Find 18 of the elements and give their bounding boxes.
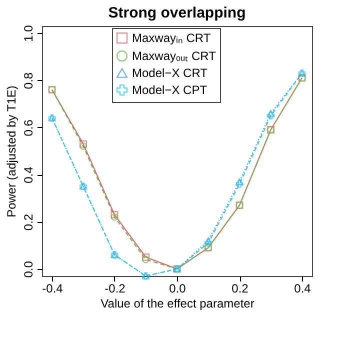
y-tick-label: 0.0: [22, 260, 36, 278]
legend-label: Maxwayᵢₙ CRT: [132, 31, 212, 45]
y-tick-label: 0.2: [22, 214, 36, 231]
x-tick-label: 0.4: [294, 282, 312, 296]
x-tick-label: 0.2: [232, 282, 249, 296]
legend-label: Model−X CRT: [132, 66, 208, 80]
x-tick-label: -0.2: [104, 282, 126, 296]
y-tick-label: 1.0: [22, 24, 36, 42]
x-axis-title: Value of the effect parameter: [100, 296, 254, 310]
legend-label: Maxwayₒᵤₜ CRT: [132, 49, 217, 63]
chart-title: Strong overlapping: [108, 4, 246, 22]
y-tick-label: 0.6: [22, 119, 36, 136]
y-tick-label: 0.8: [22, 72, 36, 90]
x-tick-label: -0.4: [42, 282, 64, 296]
x-tick-label: 0.0: [169, 282, 186, 296]
legend-label: Model−X CPT: [132, 83, 208, 97]
y-tick-label: 0.4: [22, 166, 36, 184]
y-axis-title: Power (adjusted by T1E): [4, 86, 18, 218]
